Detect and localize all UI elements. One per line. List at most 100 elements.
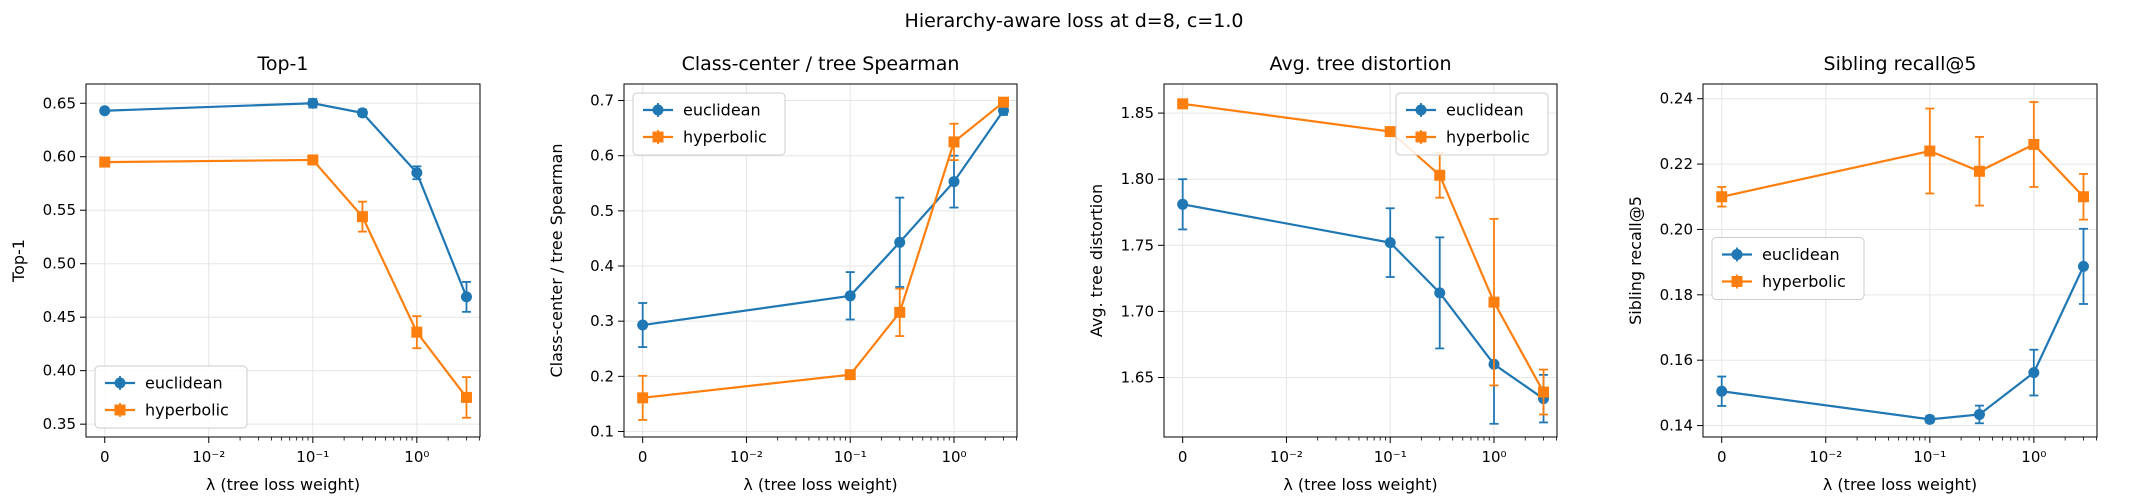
legend-box bbox=[1711, 237, 1865, 300]
x-tick-label: 10⁰ bbox=[404, 448, 429, 466]
data-point bbox=[460, 291, 472, 303]
y-tick-label: 0.14 bbox=[1660, 417, 1693, 435]
data-point bbox=[307, 97, 319, 109]
x-axis-label: λ (tree loss weight) bbox=[743, 475, 897, 494]
panel-1: 0 10⁻² 10⁻¹ 10⁰ 0.35 0.40 0.45 0.50 0.55 0.60 0.65… bbox=[9, 53, 481, 494]
data-point bbox=[2077, 260, 2089, 272]
panel-2: 0 10⁻² 10⁻¹ 10⁰ 0.1 0.2 0.3 0.4 0.5 0.6 0.7 Class-c… bbox=[547, 53, 1018, 494]
legend-label: hyperbolic bbox=[683, 128, 767, 147]
y-axis-label: Class-center / tree Spearman bbox=[547, 144, 566, 378]
plot-frame bbox=[623, 83, 1018, 438]
data-point bbox=[998, 104, 1010, 116]
data-point bbox=[1924, 145, 1936, 157]
legend: euclidean hyperbolic bbox=[632, 92, 786, 156]
data-point bbox=[844, 369, 856, 381]
legend: euclidean hyperbolic bbox=[94, 365, 248, 429]
data-point bbox=[99, 156, 111, 168]
data-point bbox=[637, 319, 649, 331]
y-tick-label: 1.70 bbox=[1121, 302, 1154, 320]
legend-box bbox=[94, 365, 248, 429]
x-axis-label: λ (tree loss weight) bbox=[1823, 475, 1977, 494]
data-point bbox=[460, 391, 472, 403]
x-tick-label: 10⁻² bbox=[730, 448, 763, 466]
data-point bbox=[1434, 169, 1446, 181]
data-point bbox=[1434, 287, 1446, 299]
panel-title: Class-center / tree Spearman bbox=[682, 53, 960, 75]
data-point bbox=[844, 290, 856, 302]
legend-label: hyperbolic bbox=[145, 401, 229, 420]
series-hyperbolic bbox=[637, 96, 1010, 421]
data-point bbox=[948, 136, 960, 148]
series-euclidean bbox=[637, 104, 1010, 348]
legend-marker bbox=[1731, 276, 1743, 287]
data-point bbox=[411, 167, 423, 179]
y-axis-label: Sibling recall@5 bbox=[1626, 196, 1645, 325]
data-point bbox=[1538, 386, 1550, 398]
y-tick-label: 0.1 bbox=[590, 422, 614, 440]
legend-label: euclidean bbox=[145, 374, 223, 393]
y-tick-label: 0.22 bbox=[1660, 155, 1693, 173]
x-tick-label: 0 bbox=[1178, 448, 1188, 466]
x-tick-label: 10⁻¹ bbox=[834, 448, 867, 466]
data-point bbox=[894, 306, 906, 318]
data-point bbox=[1384, 126, 1396, 138]
x-tick-label: 10⁰ bbox=[1481, 448, 1506, 466]
data-point bbox=[2028, 367, 2040, 379]
data-point bbox=[1973, 165, 1985, 177]
y-tick-label: 0.35 bbox=[43, 415, 76, 433]
series-hyperbolic bbox=[99, 154, 472, 419]
data-point bbox=[99, 105, 111, 117]
panel-3: 0 10⁻² 10⁻¹ 10⁰ 1.65 1.70 1.75 1.80 1.85 Avg. tre… bbox=[1087, 53, 1558, 494]
x-axis-label: λ (tree loss weight) bbox=[206, 475, 360, 494]
y-tick-label: 0.60 bbox=[43, 148, 76, 166]
y-tick-label: 0.4 bbox=[590, 257, 614, 275]
data-point bbox=[894, 236, 906, 248]
y-tick-label: 0.50 bbox=[43, 255, 76, 273]
x-tick-label: 10⁰ bbox=[941, 448, 966, 466]
panel-title: Top-1 bbox=[256, 53, 308, 75]
data-point bbox=[1384, 237, 1396, 249]
data-point bbox=[637, 392, 649, 404]
data-point bbox=[356, 107, 368, 119]
legend-marker bbox=[652, 131, 664, 143]
y-tick-label: 0.24 bbox=[1660, 90, 1693, 108]
data-point bbox=[1488, 296, 1500, 308]
y-tick-label: 1.65 bbox=[1121, 369, 1154, 387]
panel-4: 0 10⁻² 10⁻¹ 10⁰ 0.14 0.16 0.18 0.20 0.22 0.24 Sibl… bbox=[1626, 53, 2098, 494]
y-tick-label: 0.5 bbox=[590, 202, 614, 220]
data-point bbox=[2028, 138, 2040, 150]
data-point bbox=[2077, 191, 2089, 203]
legend-label: hyperbolic bbox=[1446, 128, 1530, 147]
data-point bbox=[1716, 191, 1728, 203]
legend-label: hyperbolic bbox=[1762, 272, 1846, 291]
plot-frame bbox=[1163, 83, 1558, 438]
y-tick-label: 0.55 bbox=[43, 201, 76, 219]
legend-marker bbox=[114, 404, 126, 416]
data-point bbox=[948, 176, 960, 188]
plot-frame bbox=[1702, 83, 2098, 438]
legend-label: euclidean bbox=[1762, 245, 1840, 264]
data-point bbox=[1716, 385, 1728, 397]
y-tick-label: 0.40 bbox=[43, 362, 76, 380]
panel-title: Sibling recall@5 bbox=[1824, 53, 1977, 75]
data-point bbox=[411, 326, 423, 338]
y-tick-label: 0.7 bbox=[590, 92, 614, 110]
series-hyperbolic bbox=[1177, 98, 1550, 416]
x-tick-label: 10⁻¹ bbox=[1913, 448, 1946, 466]
y-tick-label: 0.18 bbox=[1660, 286, 1693, 304]
y-tick-label: 0.20 bbox=[1660, 220, 1693, 238]
legend-box bbox=[632, 92, 786, 156]
x-tick-label: 10⁻² bbox=[1270, 448, 1303, 466]
x-tick-label: 10⁻² bbox=[192, 448, 225, 466]
series-line bbox=[104, 158, 468, 399]
x-tick-label: 0 bbox=[638, 448, 648, 466]
legend-box bbox=[1395, 92, 1549, 156]
legend-marker bbox=[1415, 104, 1427, 116]
data-point bbox=[1177, 198, 1189, 210]
legend-label: euclidean bbox=[683, 101, 761, 120]
y-tick-label: 1.75 bbox=[1121, 236, 1154, 254]
series-euclidean bbox=[99, 97, 472, 313]
plot-frame bbox=[85, 83, 481, 438]
x-tick-label: 10⁻¹ bbox=[296, 448, 329, 466]
